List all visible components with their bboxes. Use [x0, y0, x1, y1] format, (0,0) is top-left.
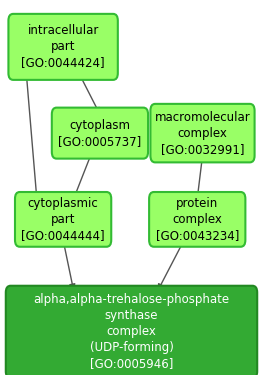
FancyBboxPatch shape: [15, 192, 111, 247]
FancyBboxPatch shape: [6, 286, 257, 375]
Text: alpha,alpha-trehalose-phosphate
synthase
complex
(UDP-forming)
[GO:0005946]: alpha,alpha-trehalose-phosphate synthase…: [33, 293, 230, 370]
Text: cytoplasmic
part
[GO:0044444]: cytoplasmic part [GO:0044444]: [21, 197, 105, 242]
FancyBboxPatch shape: [8, 14, 118, 80]
FancyBboxPatch shape: [52, 108, 148, 159]
Text: protein
complex
[GO:0043234]: protein complex [GO:0043234]: [155, 197, 239, 242]
Text: macromolecular
complex
[GO:0032991]: macromolecular complex [GO:0032991]: [155, 111, 250, 156]
Text: cytoplasm
[GO:0005737]: cytoplasm [GO:0005737]: [58, 118, 141, 148]
FancyBboxPatch shape: [149, 192, 245, 247]
Text: intracellular
part
[GO:0044424]: intracellular part [GO:0044424]: [21, 24, 105, 69]
FancyBboxPatch shape: [150, 104, 255, 162]
